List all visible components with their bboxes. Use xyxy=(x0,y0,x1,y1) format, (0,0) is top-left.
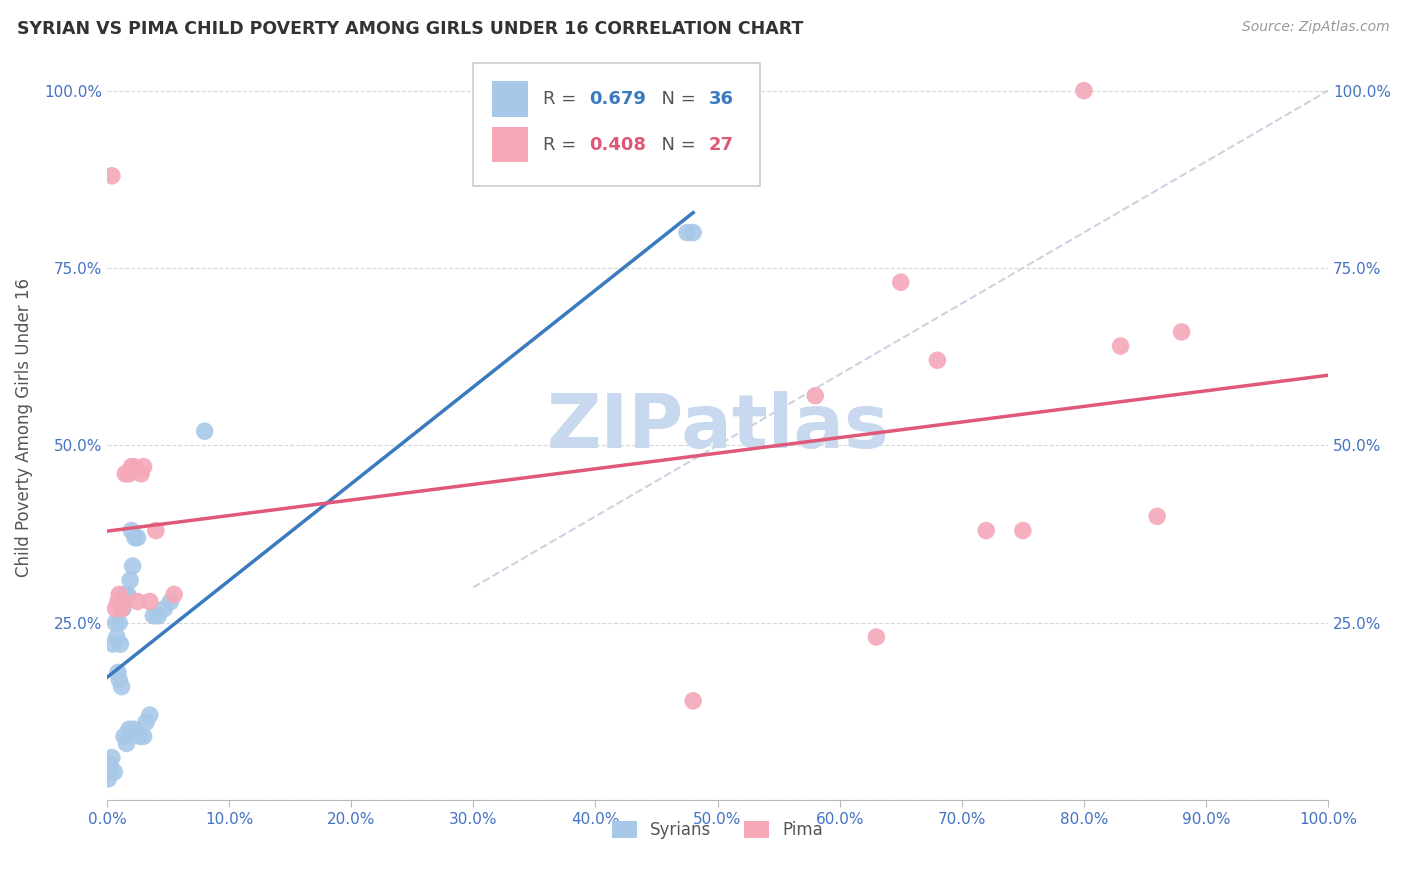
Point xyxy=(682,694,704,708)
Point xyxy=(104,601,127,615)
Point xyxy=(124,531,146,545)
Point xyxy=(127,531,149,545)
Point xyxy=(148,608,170,623)
Point xyxy=(122,723,145,737)
Text: Source: ZipAtlas.com: Source: ZipAtlas.com xyxy=(1241,20,1389,34)
Point xyxy=(676,226,699,240)
Legend: Syrians, Pima: Syrians, Pima xyxy=(605,814,830,846)
Point xyxy=(118,467,141,481)
Text: N =: N = xyxy=(651,136,702,153)
Point xyxy=(101,750,124,764)
Point xyxy=(101,169,124,183)
Point xyxy=(132,729,155,743)
Point xyxy=(112,729,135,743)
Text: ZIPatlas: ZIPatlas xyxy=(547,392,889,464)
Point xyxy=(108,673,131,687)
Point xyxy=(117,587,139,601)
Point xyxy=(129,729,152,743)
Point xyxy=(1170,325,1192,339)
Point xyxy=(100,764,122,779)
Point xyxy=(890,275,912,289)
Point xyxy=(129,467,152,481)
Point xyxy=(194,424,217,438)
Y-axis label: Child Poverty Among Girls Under 16: Child Poverty Among Girls Under 16 xyxy=(15,278,32,577)
Text: SYRIAN VS PIMA CHILD POVERTY AMONG GIRLS UNDER 16 CORRELATION CHART: SYRIAN VS PIMA CHILD POVERTY AMONG GIRLS… xyxy=(17,20,803,37)
Text: 0.679: 0.679 xyxy=(589,90,647,108)
Point xyxy=(1146,509,1168,524)
FancyBboxPatch shape xyxy=(474,62,761,186)
Point xyxy=(115,736,138,750)
Point xyxy=(120,459,142,474)
Point xyxy=(111,601,134,615)
Point xyxy=(107,594,129,608)
Point xyxy=(111,601,134,615)
Point xyxy=(145,524,167,538)
Point xyxy=(97,772,120,786)
Point xyxy=(132,459,155,474)
Point xyxy=(107,665,129,680)
Text: R =: R = xyxy=(543,90,582,108)
Point xyxy=(108,587,131,601)
Point xyxy=(111,680,134,694)
Point xyxy=(138,708,160,723)
Point xyxy=(118,723,141,737)
Point xyxy=(103,764,125,779)
Point xyxy=(120,573,142,587)
Point xyxy=(121,559,143,574)
Point xyxy=(127,594,149,608)
Point xyxy=(142,608,165,623)
Point xyxy=(1011,524,1033,538)
Point xyxy=(122,459,145,474)
Text: 0.408: 0.408 xyxy=(589,136,647,153)
Point xyxy=(153,601,176,615)
Point xyxy=(135,715,157,730)
Point xyxy=(114,587,136,601)
Point xyxy=(114,467,136,481)
Text: R =: R = xyxy=(543,136,582,153)
Point xyxy=(159,594,181,608)
Point xyxy=(120,524,142,538)
Point xyxy=(927,353,949,368)
Point xyxy=(110,637,132,651)
Point xyxy=(682,226,704,240)
Text: 36: 36 xyxy=(709,90,734,108)
Point xyxy=(138,594,160,608)
Point xyxy=(974,524,997,538)
Point xyxy=(804,389,827,403)
Point xyxy=(104,615,127,630)
Point xyxy=(108,615,131,630)
Point xyxy=(105,630,128,644)
Point xyxy=(865,630,887,644)
FancyBboxPatch shape xyxy=(492,81,529,117)
Text: 27: 27 xyxy=(709,136,734,153)
Point xyxy=(101,637,124,651)
Point xyxy=(98,757,121,772)
FancyBboxPatch shape xyxy=(492,127,529,162)
Text: N =: N = xyxy=(651,90,702,108)
Point xyxy=(163,587,186,601)
Point xyxy=(1073,84,1095,98)
Point xyxy=(112,594,135,608)
Point xyxy=(1109,339,1132,353)
